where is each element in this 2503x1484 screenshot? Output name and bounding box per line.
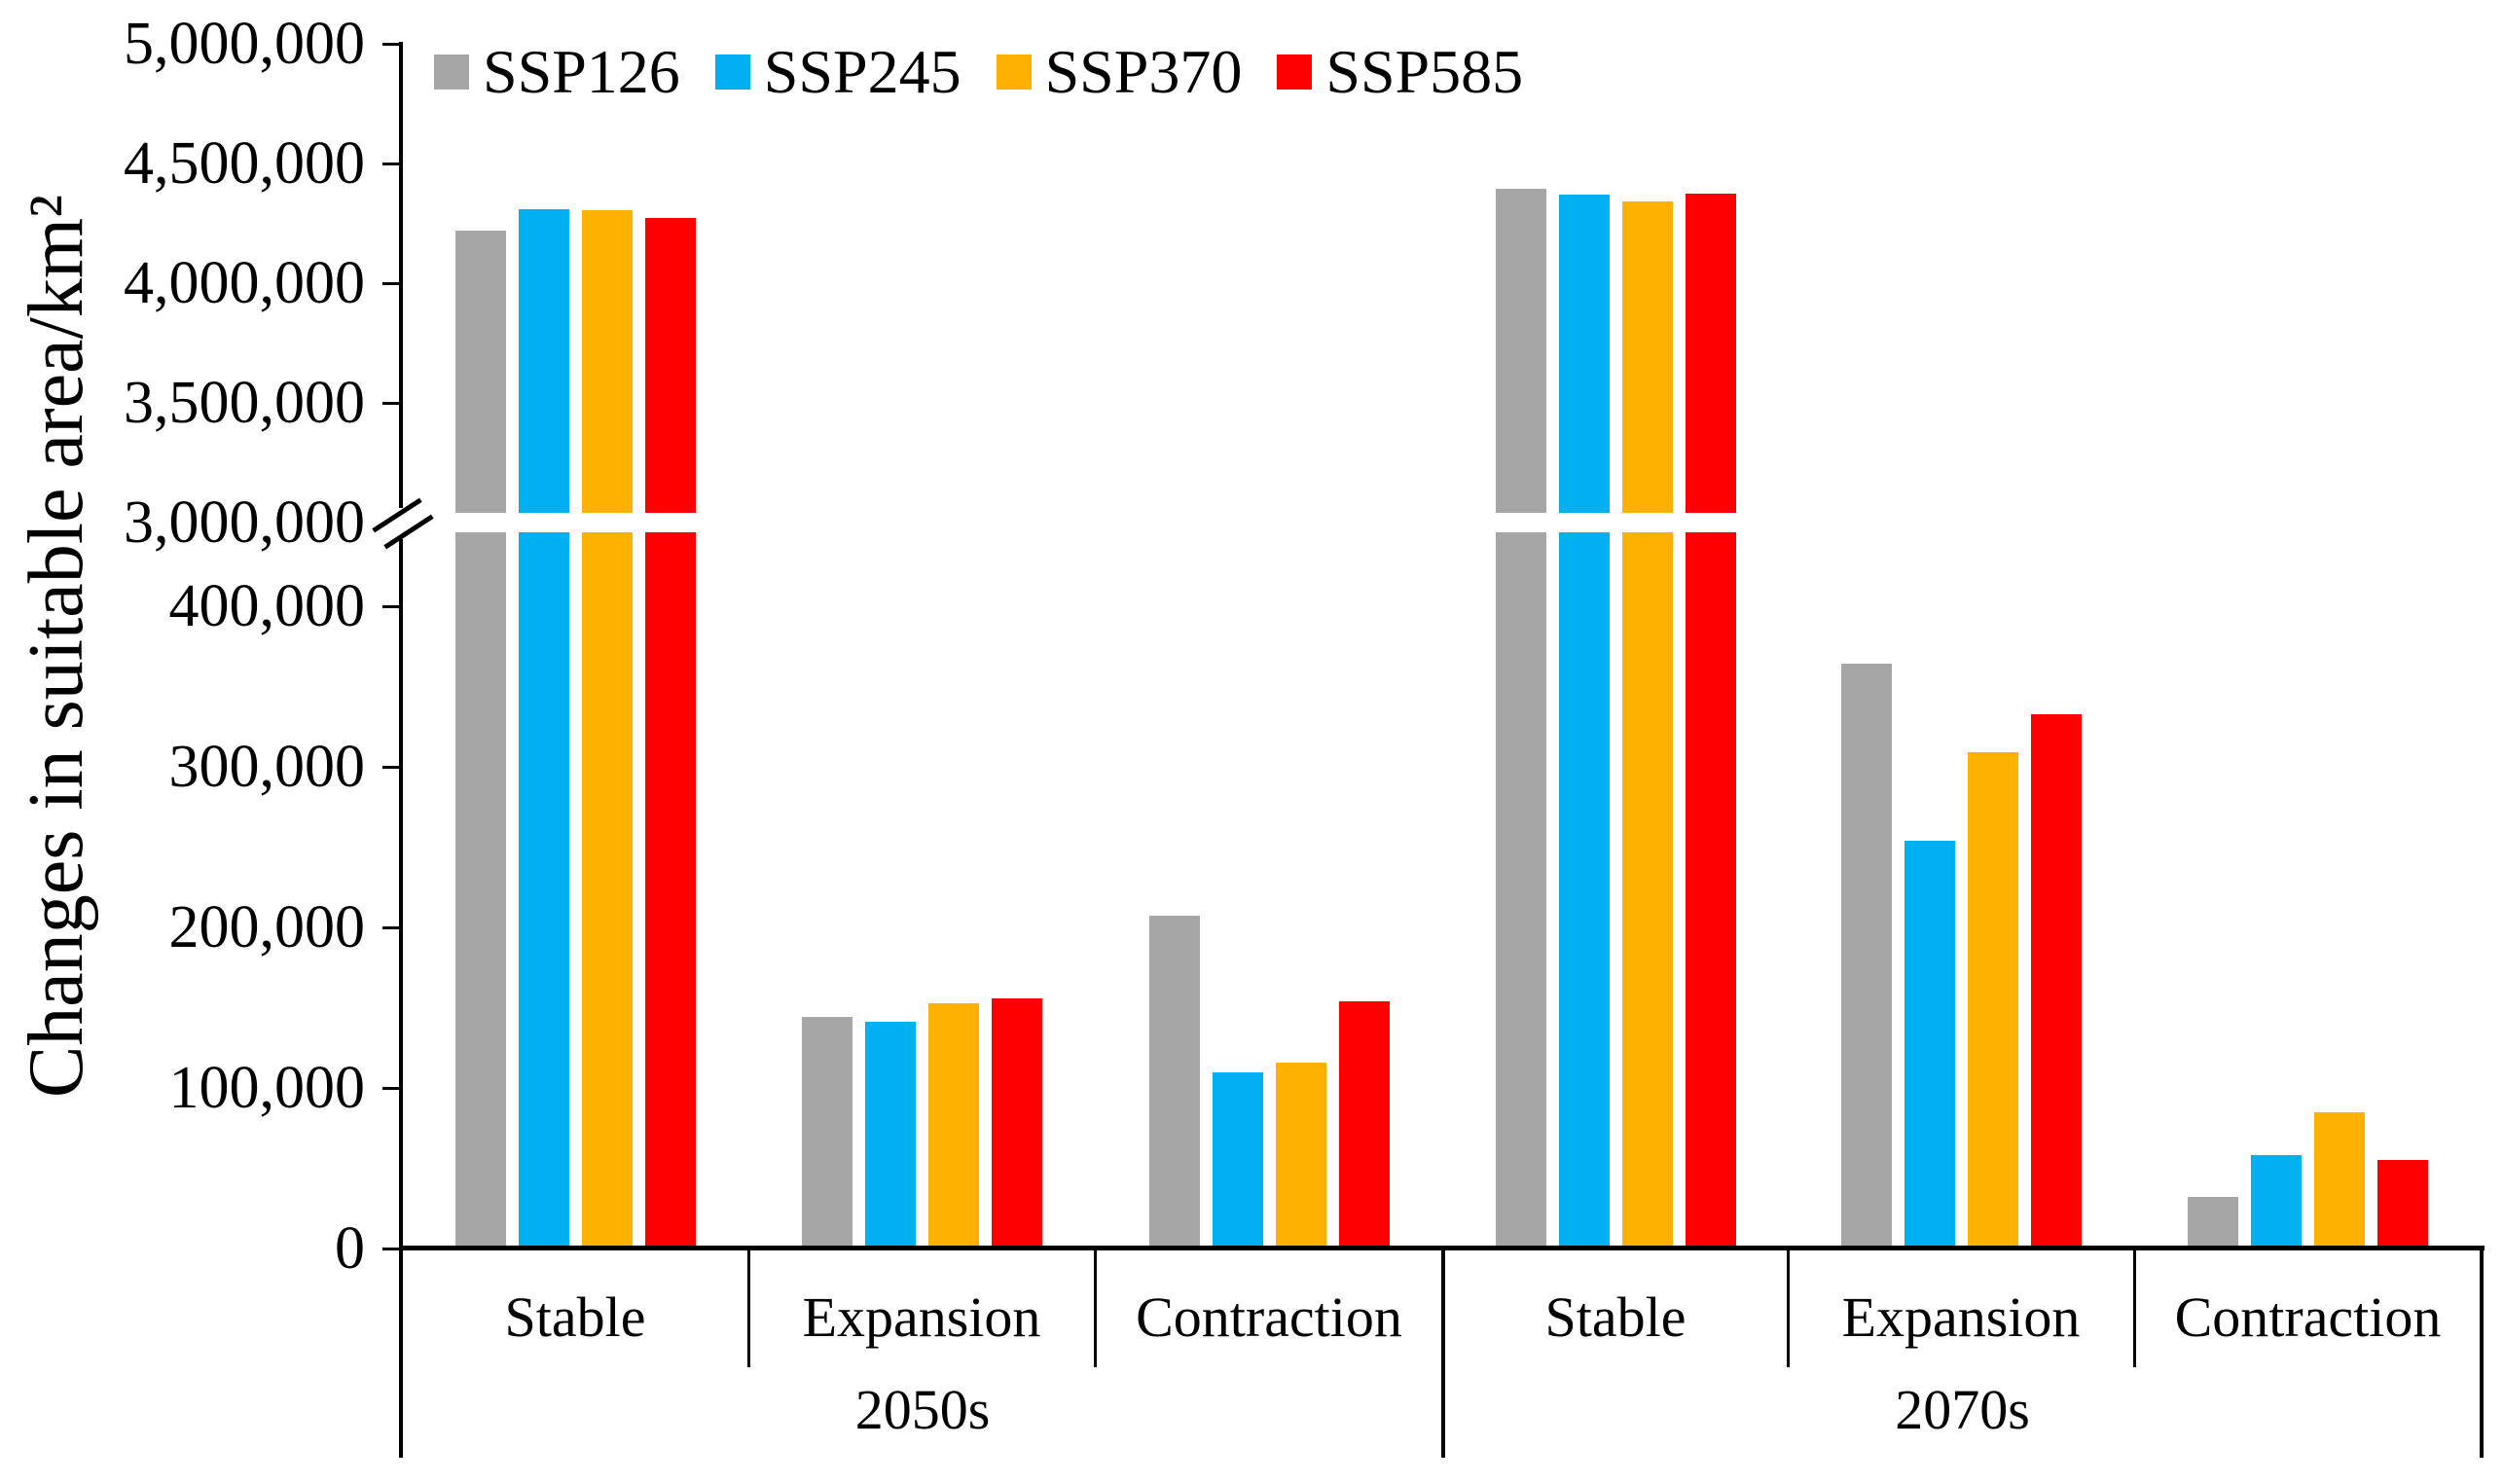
- bar-ssp370-contraction-2050s: [1275, 1062, 1326, 1249]
- x-category-label: Contraction: [1136, 1285, 1402, 1349]
- bar-ssp585-expansion-2050s: [991, 997, 1042, 1249]
- period-separator: [2480, 1249, 2484, 1458]
- y-axis-line: [399, 42, 403, 1458]
- y-tick-label: 3,000,000: [124, 489, 365, 556]
- bar-ssp126-stable-2070s-upper: [1495, 189, 1546, 513]
- bar-ssp126-contraction-2070s: [2188, 1197, 2238, 1249]
- y-axis-title: Changes in suitable area/km²: [14, 194, 99, 1099]
- y-tick: [382, 926, 402, 929]
- category-separator: [1787, 1249, 1790, 1367]
- y-tick-label: 200,000: [168, 894, 366, 960]
- bar-ssp585-stable-2070s-lower: [1685, 532, 1736, 1249]
- y-tick: [382, 402, 402, 405]
- bar-ssp585-expansion-2070s: [2030, 713, 2082, 1249]
- y-tick-label: 0: [335, 1215, 365, 1282]
- bar-ssp245-stable-2070s-lower: [1558, 532, 1610, 1249]
- bar-ssp245-stable-2070s-upper: [1558, 194, 1610, 513]
- legend-label: SSP126: [483, 37, 680, 106]
- x-category-label: Expansion: [802, 1285, 1041, 1349]
- legend-item-ssp126: SSP126: [434, 35, 680, 109]
- x-category-label: Contraction: [2174, 1285, 2442, 1349]
- y-tick-label: 3,500,000: [124, 370, 365, 436]
- legend-label: SSP245: [763, 37, 961, 106]
- bar-ssp585-stable-2070s-upper: [1685, 193, 1736, 513]
- bar-ssp126-stable-2050s-lower: [454, 532, 506, 1249]
- bar-ssp370-stable-2070s-lower: [1621, 532, 1673, 1249]
- bar-ssp126-contraction-2050s: [1148, 916, 1200, 1249]
- bar-ssp245-expansion-2070s: [1904, 840, 1955, 1249]
- x-category-label: Stable: [1544, 1285, 1687, 1349]
- bar-ssp370-stable-2050s-lower: [581, 532, 633, 1249]
- x-period-label: 2070s: [1895, 1378, 2030, 1441]
- legend-swatch-icon: [1277, 54, 1313, 90]
- bar-ssp585-stable-2050s-lower: [644, 532, 696, 1249]
- legend-swatch-icon: [714, 54, 750, 90]
- legend-label: SSP585: [1325, 37, 1524, 106]
- x-category-label: Expansion: [1841, 1285, 2081, 1349]
- y-tick: [382, 43, 402, 46]
- y-tick-label: 300,000: [168, 734, 366, 800]
- x-axis-line: [399, 1246, 2485, 1250]
- bar-ssp585-contraction-2050s: [1338, 1000, 1390, 1249]
- legend-item-ssp245: SSP245: [714, 35, 961, 109]
- bar-ssp126-expansion-2050s: [801, 1017, 852, 1249]
- bar-ssp126-stable-2050s-upper: [454, 230, 506, 513]
- period-separator: [1441, 1249, 1445, 1458]
- y-tick: [382, 605, 402, 608]
- y-tick: [382, 766, 402, 769]
- bar-ssp370-stable-2050s-upper: [581, 209, 633, 513]
- y-tick-label: 5,000,000: [124, 11, 365, 77]
- legend-swatch-icon: [434, 54, 469, 90]
- y-tick-label: 4,500,000: [124, 130, 365, 197]
- y-tick-label: 4,000,000: [124, 250, 365, 316]
- category-separator: [747, 1249, 750, 1367]
- bar-ssp370-expansion-2070s: [1967, 752, 2018, 1249]
- y-tick: [382, 282, 402, 285]
- legend-swatch-icon: [996, 54, 1032, 90]
- bar-ssp585-contraction-2070s: [2377, 1160, 2428, 1249]
- bar-ssp245-stable-2050s-upper: [518, 208, 569, 513]
- y-tick: [382, 1087, 402, 1090]
- bar-ssp126-stable-2070s-lower: [1495, 532, 1546, 1249]
- bar-ssp370-contraction-2070s: [2314, 1111, 2365, 1249]
- bar-ssp245-stable-2050s-lower: [518, 532, 569, 1249]
- bar-ssp245-expansion-2050s: [864, 1022, 916, 1249]
- bar-ssp585-stable-2050s-upper: [644, 218, 696, 513]
- category-separator: [1094, 1249, 1097, 1367]
- bar-ssp245-contraction-2070s: [2251, 1155, 2302, 1249]
- y-tick: [382, 163, 402, 165]
- bar-ssp370-stable-2070s-upper: [1621, 201, 1673, 513]
- bar-ssp370-expansion-2050s: [927, 1002, 979, 1249]
- legend-item-ssp585: SSP585: [1277, 35, 1523, 109]
- x-category-label: Stable: [504, 1285, 646, 1349]
- y-tick-label: 400,000: [168, 573, 366, 639]
- bar-ssp245-contraction-2050s: [1212, 1071, 1263, 1249]
- legend-label: SSP370: [1044, 37, 1243, 106]
- y-tick: [382, 1248, 402, 1250]
- legend: SSP126 SSP245 SSP370 SSP585: [434, 35, 1523, 109]
- y-tick-label: 100,000: [168, 1055, 366, 1121]
- bar-ssp126-expansion-2070s: [1840, 664, 1892, 1249]
- category-separator: [2133, 1249, 2136, 1367]
- legend-item-ssp370: SSP370: [996, 35, 1243, 109]
- x-period-label: 2050s: [854, 1378, 991, 1441]
